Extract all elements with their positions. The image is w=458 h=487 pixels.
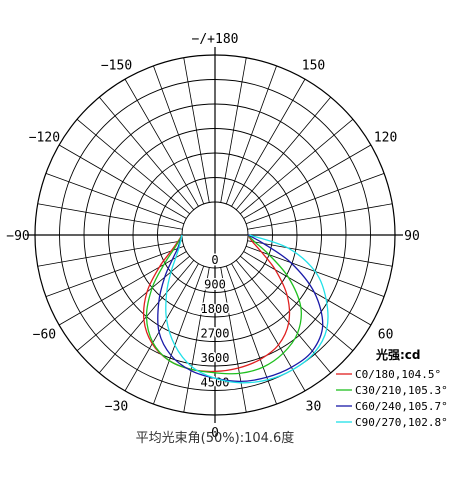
legend-label: C60/240,105.7°: [355, 400, 448, 413]
legend-label: C90/270,102.8°: [355, 416, 448, 429]
series-curve: [165, 234, 329, 384]
angle-label: −30: [105, 400, 128, 415]
angle-label: 0: [211, 426, 219, 441]
angle-label: −120: [29, 131, 60, 146]
angle-label: −/+180: [192, 32, 239, 47]
angle-labels: 0 30 −30 60 −60 90 −90 120 −120 150 −150 −/+180: [6, 32, 420, 441]
angle-label: −150: [101, 58, 132, 73]
angle-label: 150: [302, 58, 325, 73]
radial-tick-label: 4500: [201, 376, 230, 390]
beam-angle-caption: 平均光束角(50%):104.6度: [136, 430, 295, 446]
angle-label: 120: [374, 131, 397, 146]
angle-label: −90: [6, 229, 29, 244]
legend-label: C30/210,105.3°: [355, 384, 448, 397]
radial-tick-label: 0: [211, 253, 218, 267]
intensity-curves: [142, 234, 329, 384]
radial-tick-labels: 0 900 1800 2700 3600 4500: [199, 252, 231, 392]
angle-label: 30: [306, 400, 322, 415]
angle-label: 60: [378, 328, 394, 343]
angle-label: 90: [404, 229, 420, 244]
main-axes: [27, 47, 403, 423]
radial-tick-label: 900: [204, 278, 226, 292]
series-curve: [157, 234, 324, 383]
series-curve: [142, 234, 291, 373]
series-curve: [145, 234, 302, 375]
legend: 光强:cd C0/180,104.5° C30/210,105.3° C60/240…: [336, 347, 448, 429]
radial-tick-label: 3600: [201, 351, 230, 365]
legend-label: C0/180,104.5°: [355, 368, 441, 381]
radial-tick-label: 2700: [201, 327, 230, 341]
unit-label: 光强:cd: [375, 347, 421, 362]
radial-tick-label: 1800: [201, 302, 230, 316]
angle-label: −60: [33, 328, 56, 343]
